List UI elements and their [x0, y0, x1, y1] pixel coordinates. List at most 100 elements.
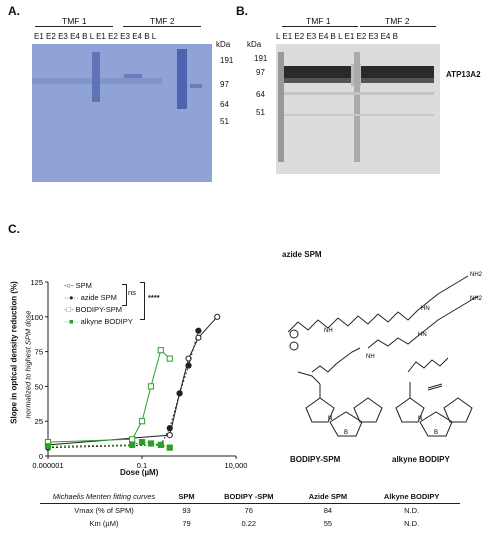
- panel-b-blot-bands: [278, 52, 434, 162]
- data-point: [176, 390, 183, 397]
- fit-header-cell: Alkyne BODIPY: [383, 492, 440, 501]
- panel-a-gel: [32, 44, 212, 182]
- legend-label: SPM: [75, 281, 92, 290]
- panel-a-gel-bands: [32, 49, 202, 109]
- legend-label: alkyne BODIPY: [80, 317, 133, 326]
- lane: L: [89, 32, 94, 41]
- data-point: [44, 443, 52, 450]
- panel-b-lanes: L E1 E2 E3 E4 B L E1 E2 E3 E4 B: [276, 32, 398, 41]
- chem-nh-1: NH: [324, 328, 333, 334]
- data-point: [138, 418, 146, 425]
- x-tick-label: 0.1: [137, 461, 147, 470]
- lane: E2: [356, 32, 367, 41]
- lane: E4: [380, 32, 391, 41]
- lane: E1: [282, 32, 293, 41]
- lane: E3: [120, 32, 130, 41]
- legend-label: BODIPY-SPM: [75, 305, 123, 314]
- lane: E3: [306, 32, 317, 41]
- dose-response-chart: 0 25 50 75 100 125 0.000001 0.1 10,000: [30, 278, 248, 470]
- fit-cell: 84: [323, 506, 333, 515]
- data-point: [166, 355, 173, 362]
- panel-b-blot: [276, 44, 440, 174]
- panel-b-kda-191: 191: [254, 54, 268, 63]
- y-tick-label: 25: [35, 417, 43, 426]
- x-axis-label: Dose (µM): [120, 468, 159, 477]
- chem-n-atom: N: [328, 416, 332, 422]
- chem-hn-1: HN: [421, 306, 430, 312]
- lane: B: [144, 32, 150, 41]
- x-tick-label: 0.000001: [32, 461, 63, 470]
- panel-a-label: A.: [8, 4, 20, 18]
- sig-bracket2: [140, 282, 145, 320]
- fit-table-header: Michaelis Menten fitting curves SPM BODI…: [40, 490, 460, 504]
- data-point: [138, 438, 146, 446]
- lane: E1: [34, 32, 44, 41]
- fit-cell: N.D.: [404, 506, 420, 515]
- legend-item: -○- SPM: [64, 281, 92, 290]
- lane: L: [151, 32, 157, 41]
- data-point: [195, 327, 202, 334]
- fit-cell: 0.22: [241, 519, 257, 528]
- data-point: [185, 362, 192, 369]
- data-point: [147, 383, 155, 390]
- sig-ns: ns: [128, 288, 136, 297]
- fit-cell: 93: [182, 506, 191, 515]
- data-point: [157, 441, 164, 448]
- panel-c-label: C.: [8, 222, 20, 236]
- y-tick-label: 75: [35, 348, 43, 357]
- lane: B: [330, 32, 336, 41]
- lane: E3: [368, 32, 379, 41]
- lane: L: [338, 32, 343, 41]
- fit-cell: Km (µM): [89, 519, 119, 528]
- chem-azide-label: azide SPM: [282, 250, 322, 259]
- x-tick-label: 10,000: [225, 461, 248, 470]
- y-tick-label: 0: [39, 452, 43, 461]
- panel-a-kda-64: 64: [220, 100, 229, 109]
- lane: E2: [294, 32, 305, 41]
- fit-header-cell: SPM: [178, 492, 195, 501]
- series-line: [47, 316, 218, 446]
- legend: -○- SPM ··●·· azide SPM -□- BODIPY-SPM ·…: [64, 280, 133, 328]
- data-point: [129, 441, 136, 448]
- panel-a-bracket2: [123, 26, 201, 27]
- legend-item: ··●·· azide SPM: [64, 293, 117, 302]
- panel-b-kda-title: kDa: [247, 40, 262, 49]
- chem-bodipy-spm-label: BODIPY-SPM: [290, 455, 341, 464]
- panel-b-group1: TMF 1: [306, 16, 331, 26]
- data-point: [195, 334, 202, 341]
- data-point: [129, 436, 136, 443]
- legend-item: ··■·· alkyne BODIPY: [64, 317, 133, 326]
- data-point: [214, 313, 221, 320]
- lane: E4: [70, 32, 80, 41]
- chem-structures: NH2 NH2 HN HN NH NH B B N N: [287, 272, 483, 437]
- fit-cell: 76: [244, 506, 253, 515]
- fit-table: Michaelis Menten fitting curves SPM BODI…: [40, 490, 460, 530]
- sig-star: ****: [148, 293, 160, 302]
- sig-bracket: [122, 284, 127, 306]
- panel-b-bracket2: [360, 26, 436, 27]
- chem-nh2-2: NH2: [470, 296, 483, 302]
- table-row: Vmax (% of SPM) 93 76 84 N.D.: [40, 504, 460, 518]
- panel-a-kda-51: 51: [220, 117, 229, 126]
- panel-a-lanes: E1 E2 E3 E4 B L E1 E2 E3 E4 B L: [34, 32, 156, 41]
- series-line: [47, 330, 199, 449]
- chem-n-atom-2: N: [418, 416, 422, 422]
- lane: E1: [96, 32, 106, 41]
- fit-cell: Vmax (% of SPM): [74, 506, 134, 515]
- lane: E1: [344, 32, 355, 41]
- panel-b-kda-97: 97: [256, 68, 265, 77]
- data-point: [147, 440, 155, 447]
- fit-cell: N.D.: [404, 519, 420, 528]
- data-point: [185, 355, 192, 362]
- chem-nh-2: NH: [366, 354, 375, 360]
- y-tick-label: 125: [30, 278, 43, 287]
- fit-header-cell: Michaelis Menten fitting curves: [52, 492, 156, 501]
- panel-a-group2: TMF 2: [150, 16, 175, 26]
- fit-header-cell: BODIPY -SPM: [224, 492, 274, 501]
- y-tick-label: 100: [30, 313, 43, 322]
- lane: B: [392, 32, 398, 41]
- data-point: [166, 432, 173, 439]
- lane: L: [276, 32, 281, 41]
- chem-hn-2: HN: [418, 332, 427, 338]
- panel-a-kda-191: 191: [220, 56, 234, 65]
